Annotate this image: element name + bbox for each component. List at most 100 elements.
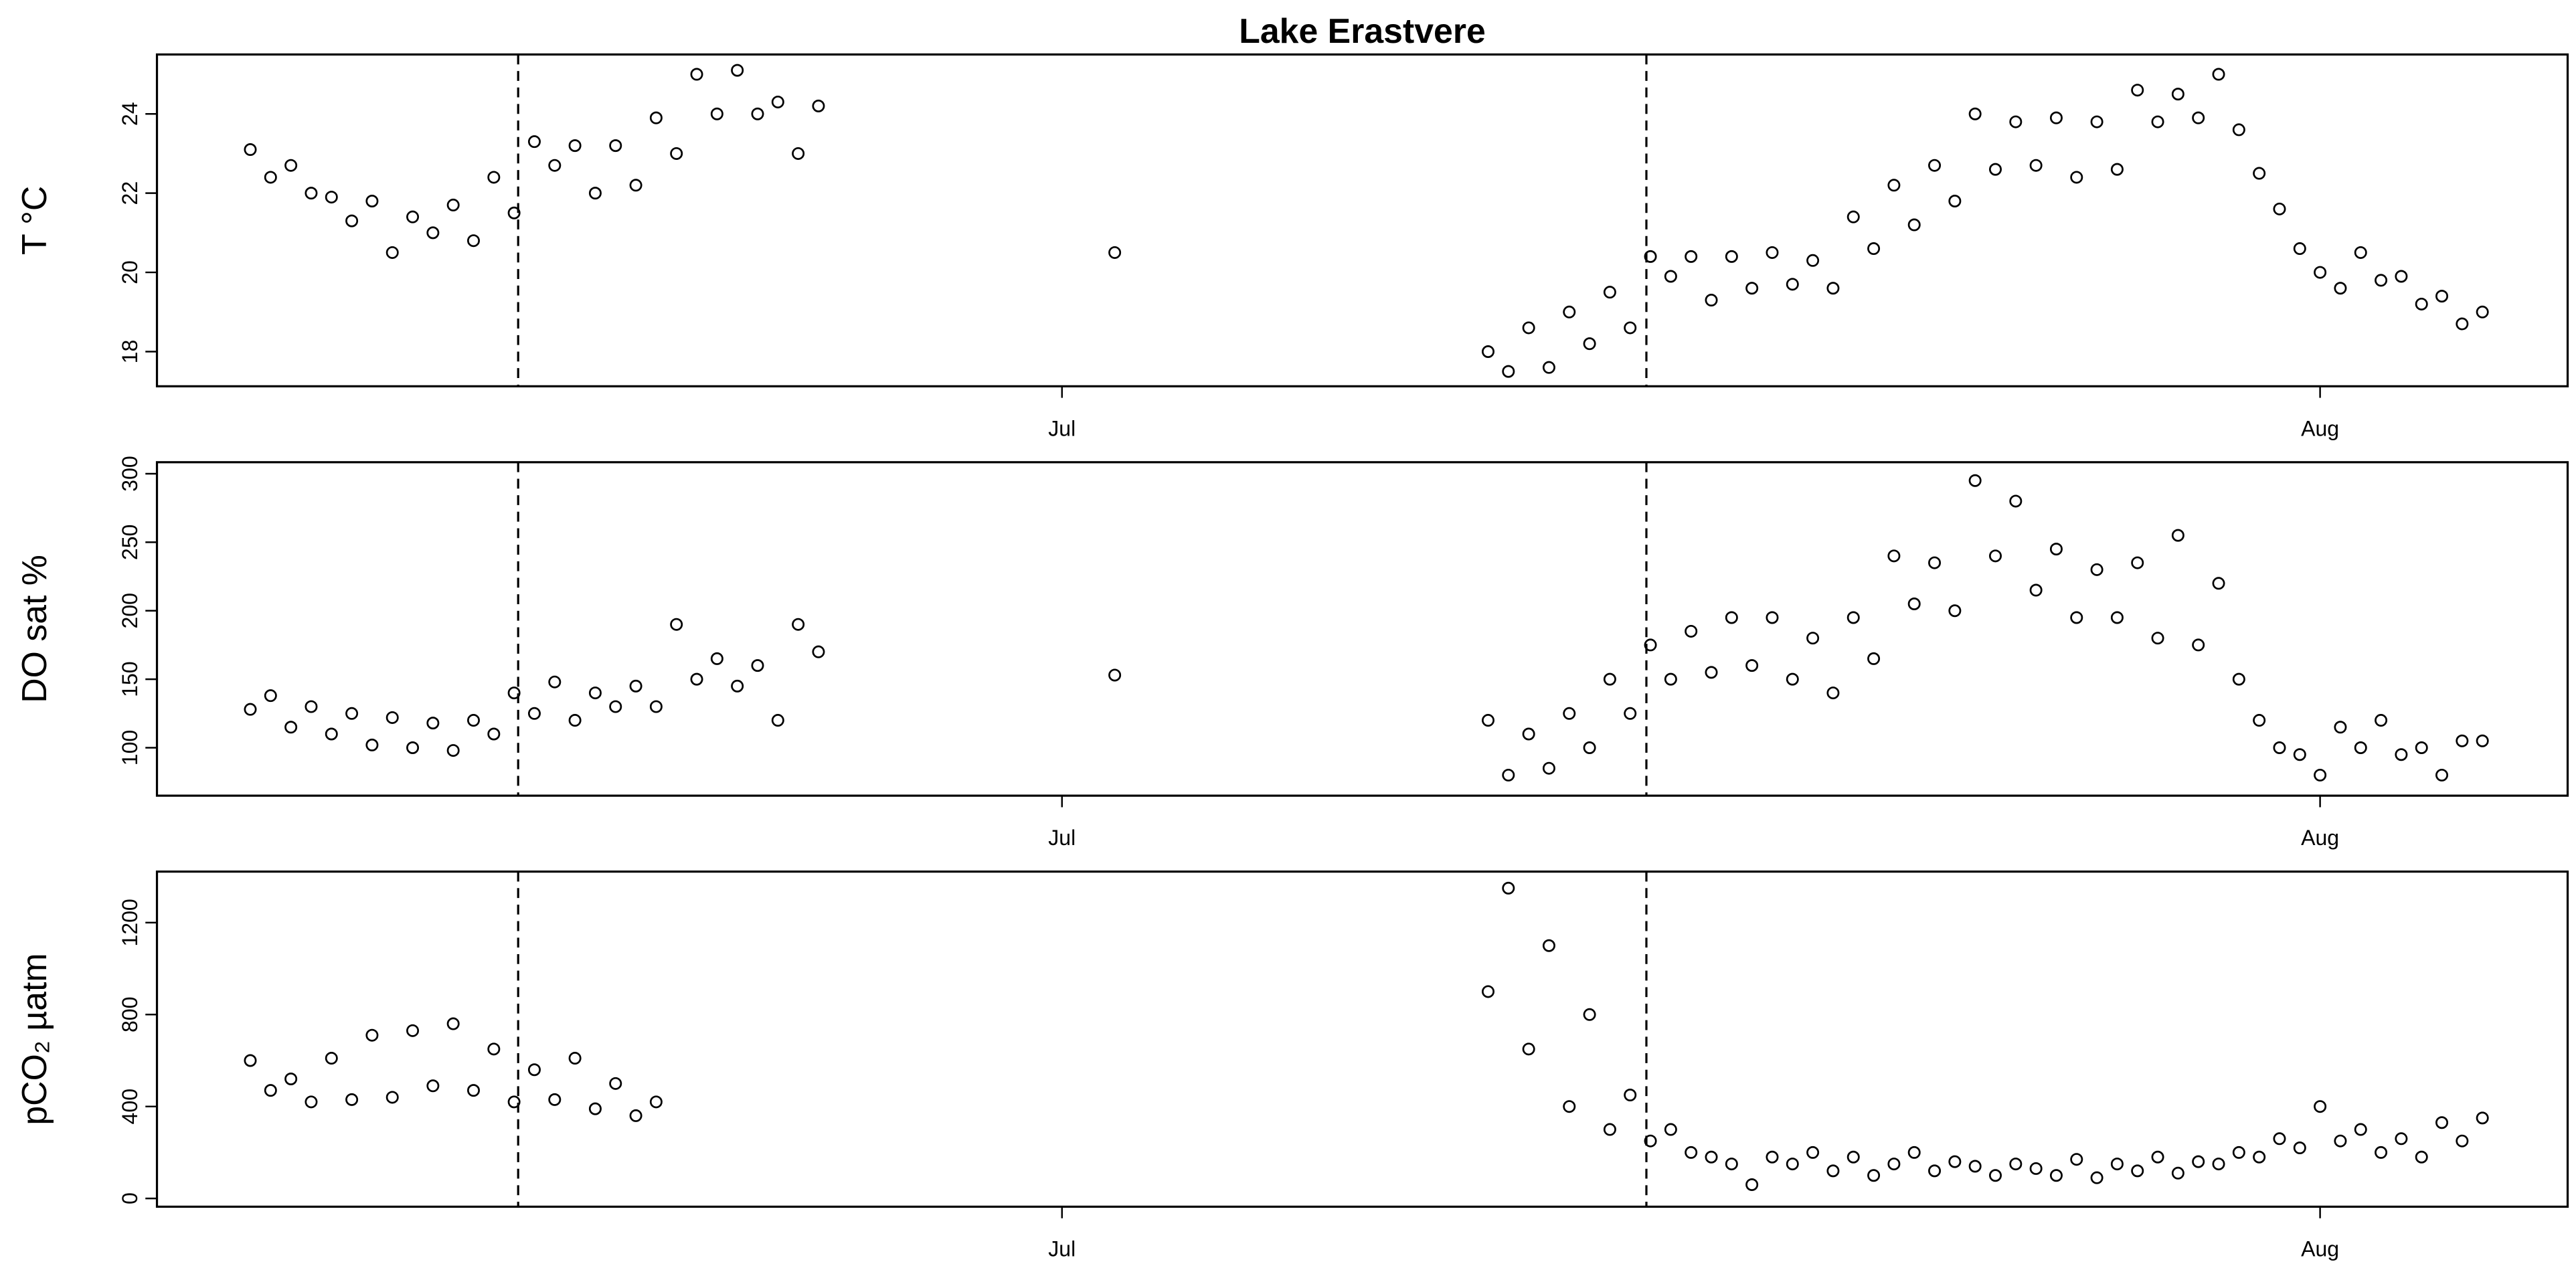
- data-point: [1887, 1158, 1901, 1171]
- data-point: [1745, 282, 1759, 295]
- data-point: [1542, 361, 1555, 374]
- data-point: [670, 147, 683, 160]
- data-point: [406, 210, 420, 223]
- data-point: [1664, 1123, 1677, 1136]
- data-point: [1563, 305, 1576, 318]
- data-point: [264, 171, 277, 184]
- data-point: [244, 1054, 257, 1067]
- data-point: [527, 707, 541, 720]
- data-point: [1522, 321, 1535, 335]
- data-point: [284, 721, 298, 734]
- data-point: [305, 1095, 318, 1109]
- data-point: [2232, 1146, 2245, 1159]
- data-point: [1725, 250, 1738, 263]
- data-point: [1826, 282, 1840, 295]
- data-point: [731, 64, 744, 77]
- data-point: [609, 700, 622, 713]
- data-point: [1644, 1134, 1657, 1148]
- data-point: [1968, 1160, 1982, 1173]
- data-point: [527, 135, 541, 149]
- data-point: [446, 1017, 460, 1030]
- data-point: [1826, 1164, 1840, 1178]
- data-point: [467, 1084, 481, 1097]
- data-point: [446, 744, 460, 757]
- plot-frame: [155, 461, 2569, 797]
- data-point: [487, 171, 501, 184]
- data-point: [2110, 163, 2124, 176]
- data-point: [1563, 707, 1576, 720]
- data-point: [2171, 529, 2184, 542]
- data-point: [2314, 266, 2327, 279]
- data-point: [264, 689, 277, 703]
- data-point: [1108, 246, 1122, 259]
- data-point: [2253, 714, 2266, 727]
- data-point: [1786, 672, 1799, 686]
- data-point: [345, 707, 359, 720]
- data-point: [1583, 1008, 1596, 1021]
- data-point: [1583, 337, 1596, 351]
- data-point: [1644, 250, 1657, 263]
- data-point: [2009, 115, 2023, 128]
- data-point: [2171, 88, 2184, 101]
- data-point: [2131, 1164, 2144, 1178]
- data-point: [1928, 1164, 1942, 1178]
- data-point: [426, 226, 440, 240]
- data-point: [2476, 305, 2489, 318]
- data-point: [2090, 1171, 2103, 1184]
- data-point: [2110, 611, 2124, 624]
- y-tick-label: 150: [118, 661, 142, 697]
- data-point: [2456, 1134, 2469, 1148]
- data-point: [1786, 278, 1799, 291]
- data-point: [1108, 668, 1122, 682]
- data-point: [305, 187, 318, 200]
- y-axis-label: T °C: [15, 186, 54, 255]
- data-point: [2171, 1166, 2184, 1180]
- data-point: [629, 179, 642, 192]
- data-point: [2354, 1123, 2367, 1136]
- data-point: [629, 1109, 642, 1122]
- data-point: [1988, 1169, 2002, 1182]
- data-point: [1685, 250, 1698, 263]
- data-point: [1482, 985, 1495, 998]
- data-point: [1685, 624, 1698, 638]
- data-point: [1907, 1146, 1921, 1159]
- data-point: [467, 714, 481, 727]
- data-point: [1887, 549, 1901, 563]
- data-point: [1502, 768, 1515, 782]
- data-point: [284, 159, 298, 172]
- plot-frame: [155, 53, 2569, 387]
- data-point: [244, 143, 257, 157]
- data-point: [527, 1063, 541, 1077]
- data-point: [1685, 1146, 1698, 1159]
- data-point: [2273, 1132, 2286, 1146]
- data-point: [812, 99, 825, 112]
- data-point: [609, 139, 622, 153]
- data-point: [2029, 1162, 2043, 1175]
- data-point: [446, 198, 460, 211]
- data-point: [2415, 741, 2428, 754]
- data-point: [792, 147, 805, 160]
- y-tick-label: 400: [118, 1089, 142, 1125]
- data-point: [1907, 218, 1921, 232]
- data-point: [2375, 274, 2388, 287]
- data-point: [1482, 714, 1495, 727]
- data-point: [1968, 107, 1982, 120]
- data-point: [2273, 202, 2286, 215]
- data-point: [2009, 494, 2023, 508]
- data-point: [385, 1091, 399, 1104]
- data-point: [588, 687, 602, 700]
- data-point: [2253, 1150, 2266, 1164]
- data-point: [1806, 632, 1820, 645]
- data-point: [1603, 672, 1616, 686]
- data-point: [1928, 159, 1942, 172]
- data-point: [1522, 1042, 1535, 1056]
- data-point: [792, 618, 805, 631]
- data-point: [812, 645, 825, 658]
- data-point: [2293, 242, 2306, 256]
- data-point: [1624, 1089, 1637, 1102]
- data-point: [507, 1095, 521, 1109]
- data-point: [2009, 1158, 2023, 1171]
- data-point: [751, 659, 764, 672]
- data-point: [2131, 556, 2144, 569]
